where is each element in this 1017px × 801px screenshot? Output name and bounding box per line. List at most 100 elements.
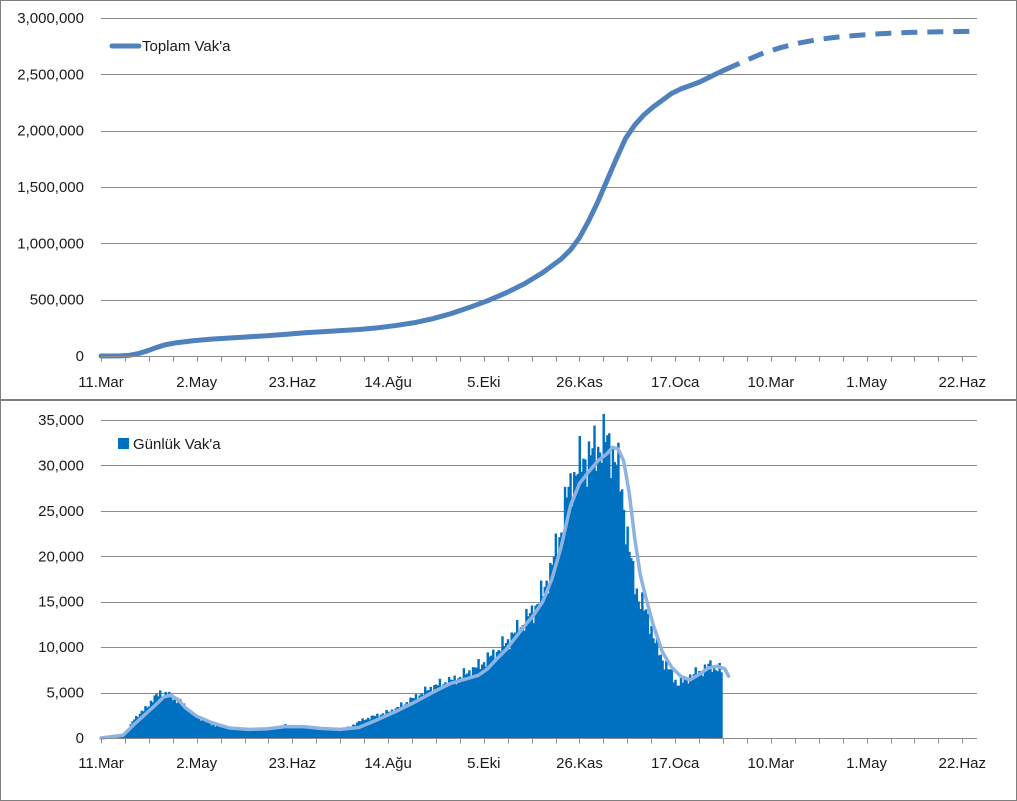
- daily-case-bar: [129, 724, 132, 738]
- daily-case-bar: [142, 711, 145, 738]
- daily-case-bar: [571, 506, 574, 738]
- x-tick-label: 11.Mar: [78, 755, 124, 772]
- moving-average-line: [99, 445, 731, 740]
- daily-case-bar: [188, 710, 191, 738]
- daily-case-bar: [394, 708, 397, 738]
- daily-case-bar: [309, 727, 313, 738]
- x-tick-label: 23.Haz: [269, 374, 317, 391]
- daily-case-bar: [655, 637, 659, 738]
- daily-case-bar: [341, 728, 344, 738]
- daily-case-bar: [214, 726, 217, 738]
- x-tick-label: 17.Oca: [651, 755, 700, 772]
- daily-case-bar: [585, 486, 589, 738]
- daily-case-bar: [302, 727, 305, 738]
- daily-case-bar: [219, 727, 223, 738]
- daily-case-bar: [714, 670, 718, 738]
- daily-case-bar: [481, 664, 484, 738]
- daily-case-bar: [506, 639, 510, 738]
- daily-case-bar: [668, 669, 672, 738]
- daily-case-bar: [199, 720, 202, 738]
- daily-case-bar: [712, 665, 716, 738]
- daily-case-bar: [210, 725, 213, 738]
- x-tick-label: 1.May: [846, 755, 887, 772]
- daily-case-bar: [287, 726, 291, 738]
- daily-case-bar: [320, 729, 324, 738]
- daily-case-bar: [473, 667, 477, 738]
- daily-case-bar: [700, 673, 703, 738]
- daily-case-bar: [523, 630, 526, 738]
- daily-case-bar: [289, 725, 293, 738]
- daily-case-bar: [458, 676, 462, 738]
- daily-case-bar: [254, 729, 258, 738]
- daily-case-bar: [462, 668, 466, 738]
- daily-case-bar: [659, 654, 662, 738]
- daily-case-bar: [201, 720, 204, 738]
- daily-case-bar: [492, 649, 495, 738]
- daily-case-bar: [293, 725, 296, 738]
- daily-case-bar: [376, 713, 379, 738]
- daily-case-bar: [609, 477, 613, 738]
- daily-case-bar: [563, 486, 567, 738]
- daily-case-bar: [247, 729, 250, 738]
- daily-case-bar: [357, 721, 361, 738]
- daily-case-bar: [280, 725, 283, 738]
- y-tick-label: 25,000: [38, 503, 84, 520]
- daily-case-bar: [212, 724, 215, 738]
- daily-case-bar: [438, 678, 442, 738]
- x-tick-label: 14.Ağu: [364, 755, 412, 772]
- daily-case-bar: [466, 673, 469, 738]
- daily-case-bar: [538, 603, 541, 738]
- daily-case-bar: [160, 696, 164, 738]
- daily-case-bar: [372, 715, 375, 738]
- daily-case-bar: [271, 727, 274, 738]
- daily-case-bar: [412, 698, 416, 738]
- daily-case-bar: [587, 441, 591, 738]
- daily-case-bar: [595, 470, 598, 738]
- daily-case-bar: [252, 730, 256, 738]
- daily-case-bar: [468, 670, 471, 738]
- daily-case-bar: [646, 613, 650, 738]
- daily-case-bar: [493, 661, 497, 738]
- daily-case-bar: [195, 717, 199, 738]
- daily-case-bar: [517, 635, 521, 738]
- daily-case-bar: [322, 728, 326, 738]
- daily-case-bar: [193, 714, 197, 738]
- daily-case-bar: [217, 725, 221, 738]
- daily-case-bar: [690, 677, 694, 738]
- daily-case-bar: [510, 632, 513, 738]
- daily-case-bar: [389, 711, 392, 738]
- daily-case-bar: [311, 728, 315, 738]
- legend-label-toplam-vaka: Toplam Vak'a: [142, 38, 231, 55]
- daily-case-bar: [431, 692, 434, 738]
- daily-case-bar: [343, 727, 346, 738]
- daily-case-bar: [642, 610, 646, 738]
- daily-case-bar: [245, 728, 248, 738]
- daily-case-bar: [451, 680, 455, 738]
- daily-case-bar: [709, 660, 712, 738]
- daily-case-bar: [352, 724, 355, 738]
- x-tick-label: 10.Mar: [748, 374, 795, 391]
- cumulative-cases-chart: 0 500,000 1,000,000 1,500,000 2,000,000 2,500…: [17, 10, 986, 391]
- daily-case-bar: [363, 720, 366, 738]
- daily-case-bar: [300, 727, 304, 738]
- daily-case-bar: [313, 727, 316, 738]
- daily-case-bar: [411, 698, 414, 738]
- daily-case-bar: [381, 713, 385, 738]
- daily-case-bar: [565, 497, 569, 738]
- y-tick-label: 500,000: [30, 292, 84, 309]
- daily-case-bar: [639, 609, 642, 738]
- daily-case-bar: [687, 683, 690, 738]
- daily-case-bar: [383, 714, 386, 738]
- daily-case-bar: [140, 710, 144, 738]
- daily-case-bar: [227, 727, 230, 738]
- daily-case-bar: [641, 592, 644, 738]
- daily-case-bar: [624, 544, 628, 738]
- daily-case-bar: [368, 719, 372, 738]
- daily-case-bar: [552, 556, 556, 738]
- daily-case-bar: [681, 682, 685, 738]
- daily-case-bar: [315, 729, 318, 738]
- daily-case-bar: [482, 662, 486, 738]
- daily-case-bar: [319, 728, 322, 738]
- y-tick-label: 30,000: [38, 457, 84, 474]
